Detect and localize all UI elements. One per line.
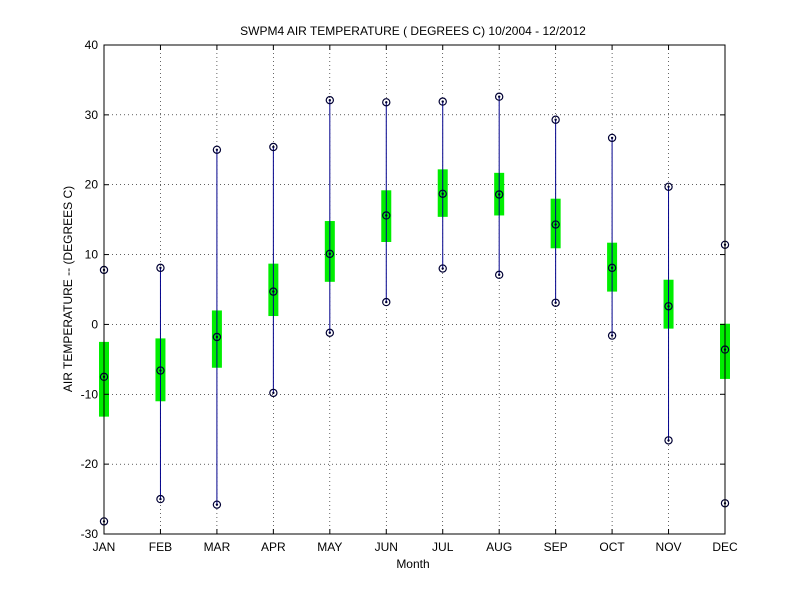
median-marker-dot [159,369,162,372]
min-marker-dot [159,497,162,501]
box-jun [381,98,392,307]
min-marker [269,388,278,398]
x-tick-label: JUN [375,540,398,554]
max-marker [212,145,222,154]
max-marker [325,95,335,105]
box-oct [607,133,618,340]
max-marker-dot [610,136,614,140]
box-aug [494,92,505,280]
max-marker [438,97,447,106]
min-marker-dot [385,300,388,304]
median-marker [607,263,617,273]
min-marker [607,331,617,340]
box-jul [437,97,448,273]
x-tick-label: SEP [544,540,568,554]
x-tick-label: OCT [599,540,625,554]
min-marker-dot [272,391,275,395]
box-may [324,95,335,338]
median-marker [325,249,335,259]
max-marker-dot [667,185,670,189]
box-mar [211,145,222,509]
min-marker [438,264,447,273]
min-marker [551,298,560,307]
min-marker [156,494,165,504]
x-tick-label: MAR [204,540,231,554]
min-marker-dot [215,503,219,506]
x-tick-label: FEB [149,540,172,554]
y-tick-label: -10 [81,387,99,401]
median-marker-dot [215,335,219,339]
max-marker-dot [385,101,388,104]
y-tick-label: 40 [85,38,99,52]
median-marker [269,287,278,296]
x-tick-label: JAN [93,540,116,554]
x-tick-label: NOV [656,540,682,554]
y-tick-label: 20 [85,178,99,192]
y-tick-label: 30 [85,108,99,122]
median-marker-dot [497,193,501,196]
median-marker-dot [441,192,444,195]
max-marker [156,263,165,273]
median-marker [494,190,504,199]
max-marker-dot [159,266,162,270]
max-marker [382,98,391,107]
min-marker-dot [667,439,670,442]
min-marker [664,436,673,445]
max-marker-dot [328,98,332,102]
median-marker [156,366,165,375]
y-tick-label: 0 [91,317,98,331]
x-tick-label: MAY [317,540,342,554]
median-marker-dot [554,223,557,226]
box-nov [663,182,674,445]
min-marker [382,297,391,307]
y-tick-label: -20 [81,457,99,471]
x-axis-title: Month [396,557,429,571]
min-marker-dot [328,331,332,335]
max-marker-dot [215,148,219,151]
y-tick-label: -30 [81,527,99,541]
median-marker [382,211,391,220]
chart-title: SWPM4 AIR TEMPERATURE ( DEGREES C) 10/20… [240,24,586,38]
max-marker [494,92,504,101]
median-marker [551,220,560,229]
max-marker-dot [272,145,275,149]
x-tick-label: AUG [486,540,512,554]
x-tick-label: APR [261,540,286,554]
median-marker [212,332,222,342]
min-marker [325,328,335,338]
x-tick-label: DEC [712,540,738,554]
ticks: -30 -20 -10 0 10 20 30 40 JAN FEB MAR APR MAY JUN JUL A… [81,38,738,554]
median-marker-dot [385,214,388,217]
max-marker-dot [497,95,501,98]
median-marker-dot [610,266,614,270]
y-tick-label: 10 [85,248,99,262]
max-marker [664,182,673,192]
min-marker [494,270,504,280]
box-feb [155,263,166,504]
min-marker-dot [610,334,614,337]
min-marker-dot [554,301,557,304]
median-marker-dot [328,252,332,256]
max-marker [269,142,278,152]
min-marker-dot [497,273,501,277]
median-marker-dot [272,290,275,293]
plot-frame [103,44,726,535]
y-axis-title: AIR TEMPERATURE -- (DEGREES C) [61,186,75,392]
median-marker [438,189,447,198]
max-marker [607,133,617,143]
box-apr [268,142,279,398]
min-marker [212,500,222,509]
median-marker-dot [667,305,670,308]
box-sep [550,115,561,307]
min-marker-dot [441,267,444,270]
median-marker [664,302,673,311]
max-marker-dot [441,100,444,103]
max-marker [551,115,560,124]
max-marker-dot [554,118,557,121]
x-tick-label: JUL [432,540,454,554]
